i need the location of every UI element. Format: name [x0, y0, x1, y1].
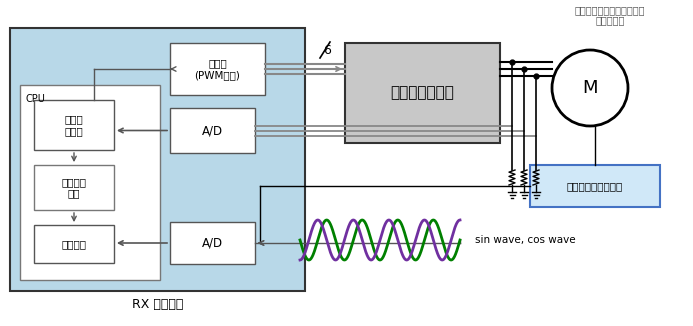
Bar	[530, 165, 660, 207]
Text: A/D: A/D	[202, 236, 223, 249]
Text: 6: 6	[323, 43, 331, 56]
Bar	[34, 165, 114, 210]
Text: 付きモータ: 付きモータ	[595, 15, 624, 25]
Text: CPU: CPU	[26, 94, 46, 104]
Bar	[34, 225, 114, 263]
Circle shape	[552, 50, 628, 126]
Text: タイマ
(PWM出力): タイマ (PWM出力)	[195, 58, 240, 80]
Text: インバータ回路: インバータ回路	[391, 85, 455, 100]
Bar	[10, 28, 305, 291]
Bar	[345, 43, 500, 143]
Bar	[20, 85, 160, 280]
Text: モータ
制御部: モータ 制御部	[64, 114, 83, 136]
Text: 位置情報
算出: 位置情報 算出	[62, 177, 87, 198]
Bar	[34, 100, 114, 150]
Text: A/D: A/D	[202, 124, 223, 137]
Text: M: M	[582, 79, 598, 97]
Bar	[170, 222, 255, 264]
Bar	[170, 43, 265, 95]
Text: sin wave, cos wave: sin wave, cos wave	[475, 235, 576, 245]
Text: RX マイコン: RX マイコン	[132, 299, 183, 312]
Bar	[170, 108, 255, 153]
Text: 磁気エンコーダ基板: 磁気エンコーダ基板	[567, 181, 623, 191]
Text: 誤差補正: 誤差補正	[62, 239, 87, 249]
Text: 磁気エンコーダ検出用磁石: 磁気エンコーダ検出用磁石	[574, 5, 645, 15]
